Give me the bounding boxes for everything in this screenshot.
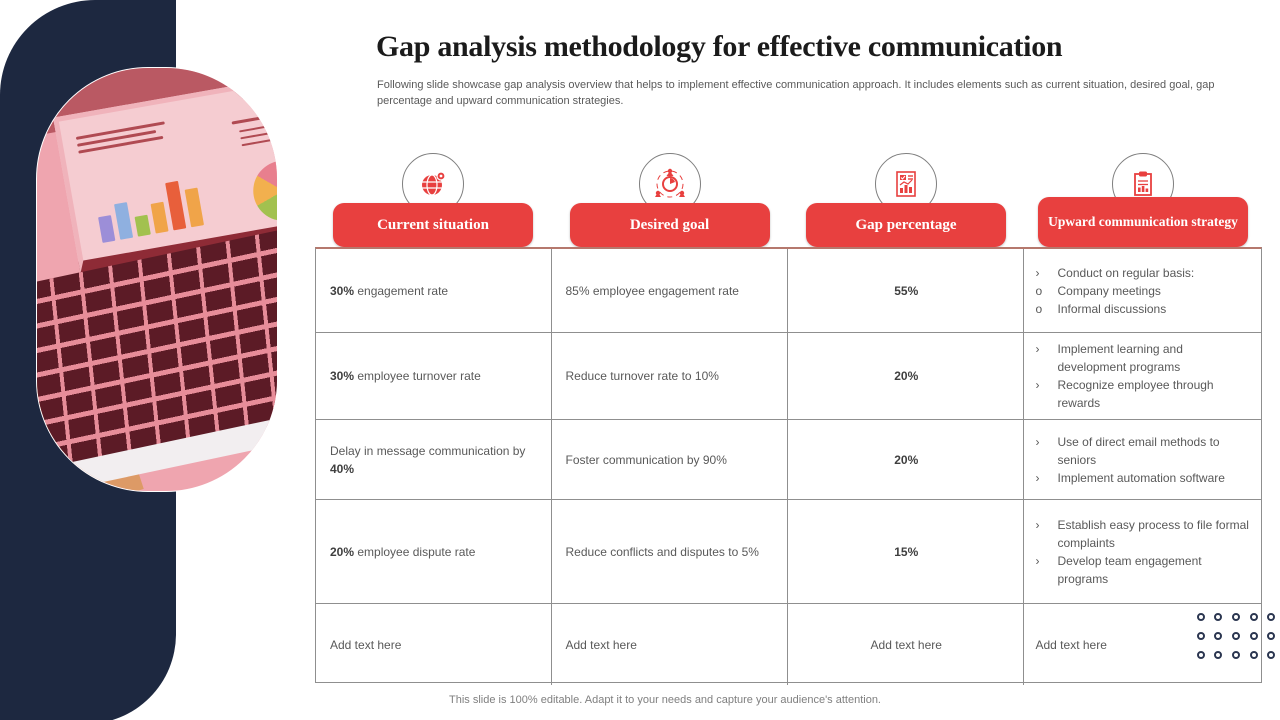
gap-table: 30% engagement rate 85% employee engageme…	[315, 247, 1262, 685]
cell-current-situation: 20% employee dispute rate	[316, 500, 552, 603]
strategy-bullet: › Establish easy process to file formal c…	[1035, 517, 1249, 550]
header-button-current-situation: Current situation	[333, 203, 533, 247]
cell-upward-communication-strategy[interactable]: Add text here	[1024, 604, 1261, 685]
page-subtitle: Following slide showcase gap analysis ov…	[377, 79, 1215, 107]
cell-upward-communication-strategy: › Use of direct email methods to seniors ›…	[1024, 420, 1261, 499]
table-row: 30% engagement rate 85% employee engageme…	[316, 249, 1261, 333]
dot	[1249, 631, 1258, 640]
header-button-desired-goal: Desired goal	[569, 203, 770, 247]
laptop-photo	[36, 67, 278, 492]
header-button-upward-communication: Upward communication strategy	[1038, 197, 1248, 247]
dot	[1249, 613, 1258, 622]
dot	[1231, 613, 1240, 622]
cell-desired-goal: Reduce conflicts and disputes to 5%	[552, 500, 788, 603]
screen-pie-chart	[248, 155, 277, 226]
table-row: Delay in message communication by 40% Fos…	[316, 420, 1261, 500]
dot	[1214, 631, 1223, 640]
cell-desired-goal: Reduce turnover rate to 10%	[552, 333, 788, 419]
cell-current-situation[interactable]: Add text here	[316, 604, 552, 685]
laptop-photo-inner	[37, 68, 277, 491]
strategy-bullet: › Develop team engagement programs	[1035, 553, 1202, 586]
dot	[1196, 631, 1205, 640]
cell-gap-percentage: 55%	[788, 249, 1024, 332]
cell-desired-goal: 85% employee engagement rate	[552, 249, 788, 332]
header-col-gap-percentage: Gap percentage	[788, 148, 1024, 247]
dot	[1267, 613, 1276, 622]
cell-gap-percentage: 20%	[788, 420, 1024, 499]
cell-current-situation: 30% engagement rate	[316, 249, 552, 332]
table-row: 30% employee turnover rate Reduce turnove…	[316, 333, 1261, 420]
footer-note: This slide is 100% editable. Adapt it to…	[449, 694, 881, 706]
header-col-current-situation: Current situation	[315, 148, 551, 247]
cell-upward-communication-strategy: › Conduct on regular basis: o Company meeti…	[1024, 249, 1261, 332]
cell-gap-percentage: 20%	[788, 333, 1024, 419]
strategy-bullet: Add text here	[1035, 637, 1107, 652]
cell-current-situation: 30% employee turnover rate	[316, 333, 552, 419]
cell-current-situation: Delay in message communication by 40%	[316, 420, 552, 499]
strategy-bullet: › Recognize employee through rewards	[1035, 378, 1214, 410]
table-row: Add text here Add text here Add text here A…	[316, 604, 1261, 685]
dot	[1231, 650, 1240, 659]
table-row: 20% employee dispute rate Reduce conflict…	[316, 500, 1261, 604]
dot	[1249, 650, 1258, 659]
dot	[1267, 631, 1276, 640]
cell-upward-communication-strategy: › Establish easy process to file formal c…	[1024, 500, 1261, 603]
header-button-gap-percentage: Gap percentage	[806, 203, 1006, 247]
page-title: Gap analysis methodology for effective c…	[376, 30, 1063, 63]
strategy-bullet: › Implement automation software	[1035, 470, 1225, 485]
dot	[1214, 613, 1223, 622]
strategy-bullet: o Company meetings	[1035, 283, 1161, 298]
dot	[1231, 631, 1240, 640]
cell-gap-percentage[interactable]: Add text here	[788, 604, 1024, 685]
cell-upward-communication-strategy: › Implement learning and development prog…	[1024, 333, 1261, 419]
strategy-bullet: o Informal discussions	[1035, 301, 1167, 316]
cell-desired-goal[interactable]: Add text here	[552, 604, 788, 685]
decorative-dots-grid	[1192, 608, 1280, 664]
dot	[1196, 613, 1205, 622]
dot	[1196, 650, 1205, 659]
table-header-zone: Current situation Desired goal	[315, 148, 1262, 247]
header-col-desired-goal: Desired goal	[551, 148, 788, 247]
screen-bar-chart	[94, 178, 205, 243]
strategy-bullet: › Use of direct email methods to seniors	[1035, 434, 1220, 467]
cell-desired-goal: Foster communication by 90%	[552, 420, 788, 499]
strategy-bullet: › Implement learning and development prog…	[1035, 342, 1183, 374]
cell-gap-percentage: 15%	[788, 500, 1024, 603]
strategy-bullet: › Conduct on regular basis:	[1035, 265, 1195, 280]
header-col-upward-communication: Upward communication strategy	[1024, 148, 1262, 247]
dot	[1267, 650, 1276, 659]
dot	[1214, 650, 1223, 659]
